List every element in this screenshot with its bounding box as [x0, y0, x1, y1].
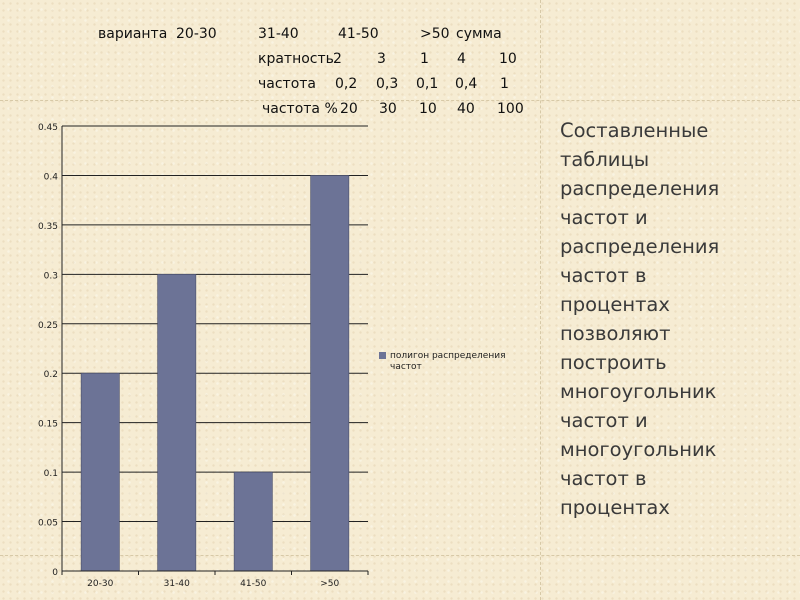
description-text: Составленные таблицы распределения часто…	[560, 119, 720, 519]
legend-label: полигон распределения частот	[390, 351, 505, 372]
y-tick-label: 0.15	[38, 420, 58, 430]
table-cell: >50	[420, 26, 450, 42]
legend-swatch	[379, 352, 386, 359]
x-tick-label: >50	[320, 579, 339, 589]
table-label-chastota-percent: частота %	[262, 101, 338, 117]
table-cell: 10	[419, 101, 437, 117]
table-cell: 0,1	[416, 76, 439, 92]
x-tick-label: 20-30	[87, 579, 113, 589]
table-cell: 20-30	[176, 26, 217, 42]
y-tick-label: 0	[52, 568, 58, 578]
x-tick-label: 41-50	[240, 579, 266, 589]
table-cell: 0,2	[335, 76, 358, 92]
table-cell: 0,4	[455, 76, 478, 92]
table-cell: 2	[333, 51, 342, 67]
guide-line-vertical	[540, 0, 541, 600]
table-cell: сумма	[456, 26, 502, 42]
y-tick-label: 0.05	[38, 519, 58, 529]
y-tick-label: 0.45	[38, 123, 58, 133]
table-cell: 41-50	[338, 26, 379, 42]
table-cell: 20	[340, 101, 358, 117]
table-cell: 31-40	[258, 26, 299, 42]
bar	[157, 274, 197, 572]
y-tick-label: 0.25	[38, 321, 58, 331]
guide-line-top	[0, 100, 800, 101]
y-tick-label: 0.1	[44, 469, 58, 479]
bar	[233, 471, 273, 572]
x-tick-label: 31-40	[164, 579, 190, 589]
table-cell: 1	[420, 51, 429, 67]
bar	[80, 372, 120, 572]
y-tick-label: 0.2	[44, 370, 58, 380]
table-cell: 0,3	[376, 76, 399, 92]
y-tick-label: 0.4	[44, 172, 59, 182]
table-label-varianta: варианта	[98, 26, 168, 42]
table-cell: 10	[499, 51, 517, 67]
table-label-kratnost: кратность	[258, 51, 334, 67]
table-cell: 3	[377, 51, 386, 67]
table-cell: 1	[500, 76, 509, 92]
guide-line-bottom	[0, 555, 800, 556]
table-cell: 100	[497, 101, 524, 117]
y-tick-label: 0.3	[44, 271, 58, 281]
bar	[310, 175, 350, 572]
y-tick-label: 0.35	[38, 222, 58, 232]
table-cell: 30	[379, 101, 397, 117]
table-label-chastota: частота	[258, 76, 317, 92]
table-cell: 4	[457, 51, 466, 67]
table-cell: 40	[457, 101, 475, 117]
